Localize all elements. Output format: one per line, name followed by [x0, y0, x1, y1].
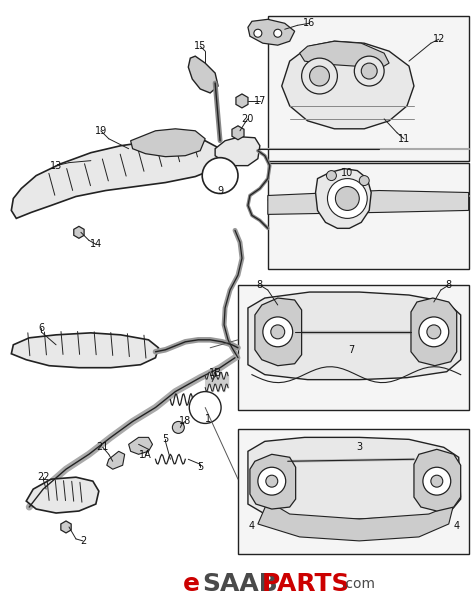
Polygon shape [128, 437, 153, 454]
Polygon shape [316, 169, 371, 228]
Text: 16: 16 [303, 18, 316, 28]
Bar [238, 285, 469, 410]
Text: 1B: 1B [209, 368, 221, 378]
Bar [238, 429, 469, 554]
Text: 13: 13 [50, 161, 62, 171]
Text: 5: 5 [197, 462, 203, 472]
Polygon shape [248, 19, 295, 45]
Text: 20: 20 [242, 114, 254, 124]
Circle shape [258, 467, 286, 495]
Text: 4: 4 [454, 521, 460, 531]
Polygon shape [300, 41, 389, 69]
Text: 17: 17 [254, 96, 266, 106]
Polygon shape [11, 333, 158, 368]
Circle shape [310, 66, 329, 86]
Circle shape [361, 63, 377, 79]
Circle shape [189, 391, 221, 423]
Text: SAAB: SAAB [202, 572, 278, 596]
Polygon shape [258, 501, 454, 541]
Circle shape [266, 475, 278, 487]
Text: 6: 6 [38, 323, 44, 333]
Circle shape [202, 158, 238, 193]
Polygon shape [26, 477, 99, 513]
Polygon shape [282, 41, 414, 129]
Polygon shape [411, 298, 457, 365]
Circle shape [423, 467, 451, 495]
Circle shape [419, 317, 449, 347]
Circle shape [328, 179, 367, 219]
Circle shape [354, 56, 384, 86]
Text: 8: 8 [257, 280, 263, 290]
Circle shape [263, 317, 292, 347]
Polygon shape [11, 139, 225, 219]
Bar [268, 162, 469, 269]
Bar [268, 16, 469, 161]
Text: 3: 3 [356, 442, 362, 452]
Text: 10: 10 [341, 167, 354, 178]
Text: 1A: 1A [139, 451, 152, 460]
Text: 9: 9 [217, 185, 223, 196]
Text: 1: 1 [205, 414, 211, 425]
Text: 19: 19 [95, 126, 107, 136]
Text: 5: 5 [162, 434, 169, 445]
Text: .com: .com [341, 577, 375, 591]
Circle shape [327, 170, 337, 181]
Text: 21: 21 [97, 442, 109, 452]
Circle shape [431, 475, 443, 487]
Text: PARTS: PARTS [262, 572, 350, 596]
Text: 8: 8 [446, 280, 452, 290]
Circle shape [301, 58, 337, 94]
Circle shape [254, 29, 262, 37]
Text: 14: 14 [90, 239, 102, 249]
Polygon shape [107, 451, 125, 469]
Circle shape [427, 325, 441, 339]
Text: 12: 12 [433, 34, 445, 44]
Polygon shape [131, 129, 205, 156]
Text: 22: 22 [37, 472, 49, 482]
Circle shape [359, 176, 369, 185]
Polygon shape [250, 454, 296, 509]
Text: 11: 11 [398, 133, 410, 144]
Polygon shape [248, 437, 461, 519]
Circle shape [173, 422, 184, 434]
Polygon shape [215, 137, 260, 165]
Polygon shape [414, 449, 461, 511]
Polygon shape [188, 56, 218, 93]
Polygon shape [248, 292, 461, 380]
Circle shape [274, 29, 282, 37]
Circle shape [271, 325, 285, 339]
Text: 2: 2 [80, 536, 86, 546]
Circle shape [336, 187, 359, 210]
Text: 7: 7 [348, 345, 355, 355]
Text: 15: 15 [194, 41, 206, 51]
Text: 4: 4 [249, 521, 255, 531]
Text: e: e [183, 572, 200, 596]
Polygon shape [255, 298, 301, 365]
Polygon shape [268, 190, 469, 214]
Text: 18: 18 [179, 416, 191, 426]
